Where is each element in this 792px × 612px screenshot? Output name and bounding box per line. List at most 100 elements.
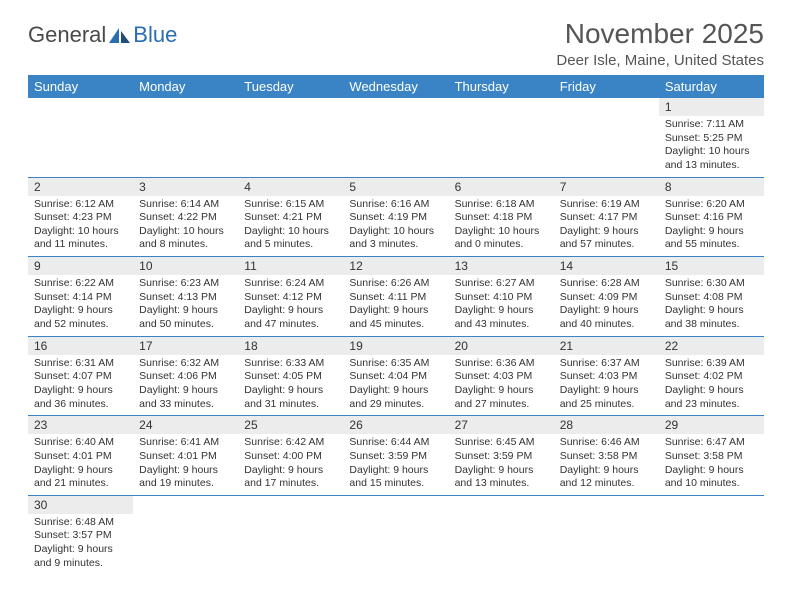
day-number: 7 <box>554 178 659 196</box>
day-details: Sunrise: 6:32 AMSunset: 4:06 PMDaylight:… <box>133 355 238 416</box>
calendar-cell <box>554 98 659 177</box>
sunset-text: Sunset: 4:01 PM <box>34 450 127 464</box>
daylight-text-1: Daylight: 9 hours <box>349 304 442 318</box>
daylight-text-1: Daylight: 10 hours <box>349 225 442 239</box>
day-number: 29 <box>659 416 764 434</box>
calendar-cell: 12 Sunrise: 6:26 AMSunset: 4:11 PMDayligh… <box>343 257 448 337</box>
calendar-cell: 6Sunrise: 6:18 AMSunset: 4:18 PMDaylight… <box>449 177 554 257</box>
daylight-text-2: and 25 minutes. <box>560 398 653 412</box>
calendar-cell: 30Sunrise: 6:48 AMSunset: 3:57 PMDayligh… <box>28 495 133 574</box>
day-details: Sunrise: 6:48 AMSunset: 3:57 PMDaylight:… <box>28 514 133 575</box>
calendar-week-row: 30Sunrise: 6:48 AMSunset: 3:57 PMDayligh… <box>28 495 764 574</box>
sunset-text: Sunset: 4:22 PM <box>139 211 232 225</box>
calendar-cell <box>133 495 238 574</box>
sunset-text: Sunset: 4:16 PM <box>665 211 758 225</box>
sunset-text: Sunset: 4:18 PM <box>455 211 548 225</box>
sunset-text: Sunset: 3:57 PM <box>34 529 127 543</box>
daylight-text-1: Daylight: 9 hours <box>560 464 653 478</box>
col-sunday: Sunday <box>28 75 133 98</box>
calendar-cell: 3Sunrise: 6:14 AMSunset: 4:22 PMDaylight… <box>133 177 238 257</box>
calendar-cell: 5Sunrise: 6:16 AMSunset: 4:19 PMDaylight… <box>343 177 448 257</box>
sunset-text: Sunset: 4:12 PM <box>244 291 337 305</box>
calendar-table: Sunday Monday Tuesday Wednesday Thursday… <box>28 75 764 574</box>
sunrise-text: Sunrise: 6:27 AM <box>455 277 548 291</box>
calendar-cell: 1Sunrise: 7:11 AMSunset: 5:25 PMDaylight… <box>659 98 764 177</box>
calendar-cell <box>554 495 659 574</box>
sunrise-text: Sunrise: 6:46 AM <box>560 436 653 450</box>
daylight-text-1: Daylight: 9 hours <box>34 464 127 478</box>
daylight-text-1: Daylight: 9 hours <box>244 464 337 478</box>
daylight-text-2: and 27 minutes. <box>455 398 548 412</box>
sunset-text: Sunset: 4:11 PM <box>349 291 442 305</box>
day-number: 25 <box>238 416 343 434</box>
daylight-text-2: and 29 minutes. <box>349 398 442 412</box>
daylight-text-2: and 55 minutes. <box>665 238 758 252</box>
daylight-text-2: and 0 minutes. <box>455 238 548 252</box>
sunrise-text: Sunrise: 6:35 AM <box>349 357 442 371</box>
calendar-week-row: 1Sunrise: 7:11 AMSunset: 5:25 PMDaylight… <box>28 98 764 177</box>
day-number: 12 <box>343 257 448 275</box>
day-number: 26 <box>343 416 448 434</box>
day-number: 27 <box>449 416 554 434</box>
daylight-text-2: and 13 minutes. <box>665 159 758 173</box>
logo-text-general: General <box>28 22 106 48</box>
sunset-text: Sunset: 4:13 PM <box>139 291 232 305</box>
daylight-text-1: Daylight: 9 hours <box>665 225 758 239</box>
daylight-text-2: and 17 minutes. <box>244 477 337 491</box>
day-number: 19 <box>343 337 448 355</box>
sunset-text: Sunset: 4:02 PM <box>665 370 758 384</box>
calendar-cell <box>28 98 133 177</box>
day-number: 9 <box>28 257 133 275</box>
col-wednesday: Wednesday <box>343 75 448 98</box>
col-saturday: Saturday <box>659 75 764 98</box>
day-number: 23 <box>28 416 133 434</box>
daylight-text-2: and 52 minutes. <box>34 318 127 332</box>
sunset-text: Sunset: 4:05 PM <box>244 370 337 384</box>
daylight-text-2: and 19 minutes. <box>139 477 232 491</box>
sunrise-text: Sunrise: 6:20 AM <box>665 198 758 212</box>
sunset-text: Sunset: 4:09 PM <box>560 291 653 305</box>
day-number: 6 <box>449 178 554 196</box>
sunrise-text: Sunrise: 6:26 AM <box>349 277 442 291</box>
sunrise-text: Sunrise: 6:28 AM <box>560 277 653 291</box>
daylight-text-1: Daylight: 9 hours <box>244 384 337 398</box>
calendar-cell: 18Sunrise: 6:33 AMSunset: 4:05 PMDayligh… <box>238 336 343 416</box>
sunset-text: Sunset: 4:19 PM <box>349 211 442 225</box>
day-details: Sunrise: 6:46 AMSunset: 3:58 PMDaylight:… <box>554 434 659 495</box>
sunrise-text: Sunrise: 6:15 AM <box>244 198 337 212</box>
day-details: Sunrise: 6:19 AMSunset: 4:17 PMDaylight:… <box>554 196 659 257</box>
calendar-week-row: 16Sunrise: 6:31 AMSunset: 4:07 PMDayligh… <box>28 336 764 416</box>
calendar-week-row: 9Sunrise: 6:22 AMSunset: 4:14 PMDaylight… <box>28 257 764 337</box>
day-details: Sunrise: 6:12 AMSunset: 4:23 PMDaylight:… <box>28 196 133 257</box>
daylight-text-1: Daylight: 9 hours <box>665 304 758 318</box>
sunset-text: Sunset: 3:58 PM <box>560 450 653 464</box>
calendar-cell: 21Sunrise: 6:37 AMSunset: 4:03 PMDayligh… <box>554 336 659 416</box>
daylight-text-2: and 8 minutes. <box>139 238 232 252</box>
day-number: 30 <box>28 496 133 514</box>
sunrise-text: Sunrise: 6:39 AM <box>665 357 758 371</box>
day-details: Sunrise: 6:18 AMSunset: 4:18 PMDaylight:… <box>449 196 554 257</box>
sunset-text: Sunset: 4:10 PM <box>455 291 548 305</box>
day-number: 16 <box>28 337 133 355</box>
day-details: Sunrise: 6:30 AMSunset: 4:08 PMDaylight:… <box>659 275 764 336</box>
calendar-cell: 4Sunrise: 6:15 AMSunset: 4:21 PMDaylight… <box>238 177 343 257</box>
daylight-text-2: and 43 minutes. <box>455 318 548 332</box>
calendar-cell: 19Sunrise: 6:35 AMSunset: 4:04 PMDayligh… <box>343 336 448 416</box>
daylight-text-1: Daylight: 9 hours <box>349 384 442 398</box>
day-details: Sunrise: 6:22 AMSunset: 4:14 PMDaylight:… <box>28 275 133 336</box>
day-details: Sunrise: 6:40 AMSunset: 4:01 PMDaylight:… <box>28 434 133 495</box>
sunrise-text: Sunrise: 6:16 AM <box>349 198 442 212</box>
daylight-text-1: Daylight: 9 hours <box>34 543 127 557</box>
sunset-text: Sunset: 4:03 PM <box>455 370 548 384</box>
day-details: Sunrise: 6:36 AMSunset: 4:03 PMDaylight:… <box>449 355 554 416</box>
day-details: Sunrise: 6:47 AMSunset: 3:58 PMDaylight:… <box>659 434 764 495</box>
daylight-text-2: and 10 minutes. <box>665 477 758 491</box>
logo-text-blue: Blue <box>133 22 177 48</box>
daylight-text-2: and 21 minutes. <box>34 477 127 491</box>
col-tuesday: Tuesday <box>238 75 343 98</box>
calendar-cell <box>449 495 554 574</box>
calendar-cell: 26Sunrise: 6:44 AMSunset: 3:59 PMDayligh… <box>343 416 448 496</box>
daylight-text-1: Daylight: 9 hours <box>139 464 232 478</box>
daylight-text-1: Daylight: 9 hours <box>560 225 653 239</box>
day-details: Sunrise: 6:41 AMSunset: 4:01 PMDaylight:… <box>133 434 238 495</box>
